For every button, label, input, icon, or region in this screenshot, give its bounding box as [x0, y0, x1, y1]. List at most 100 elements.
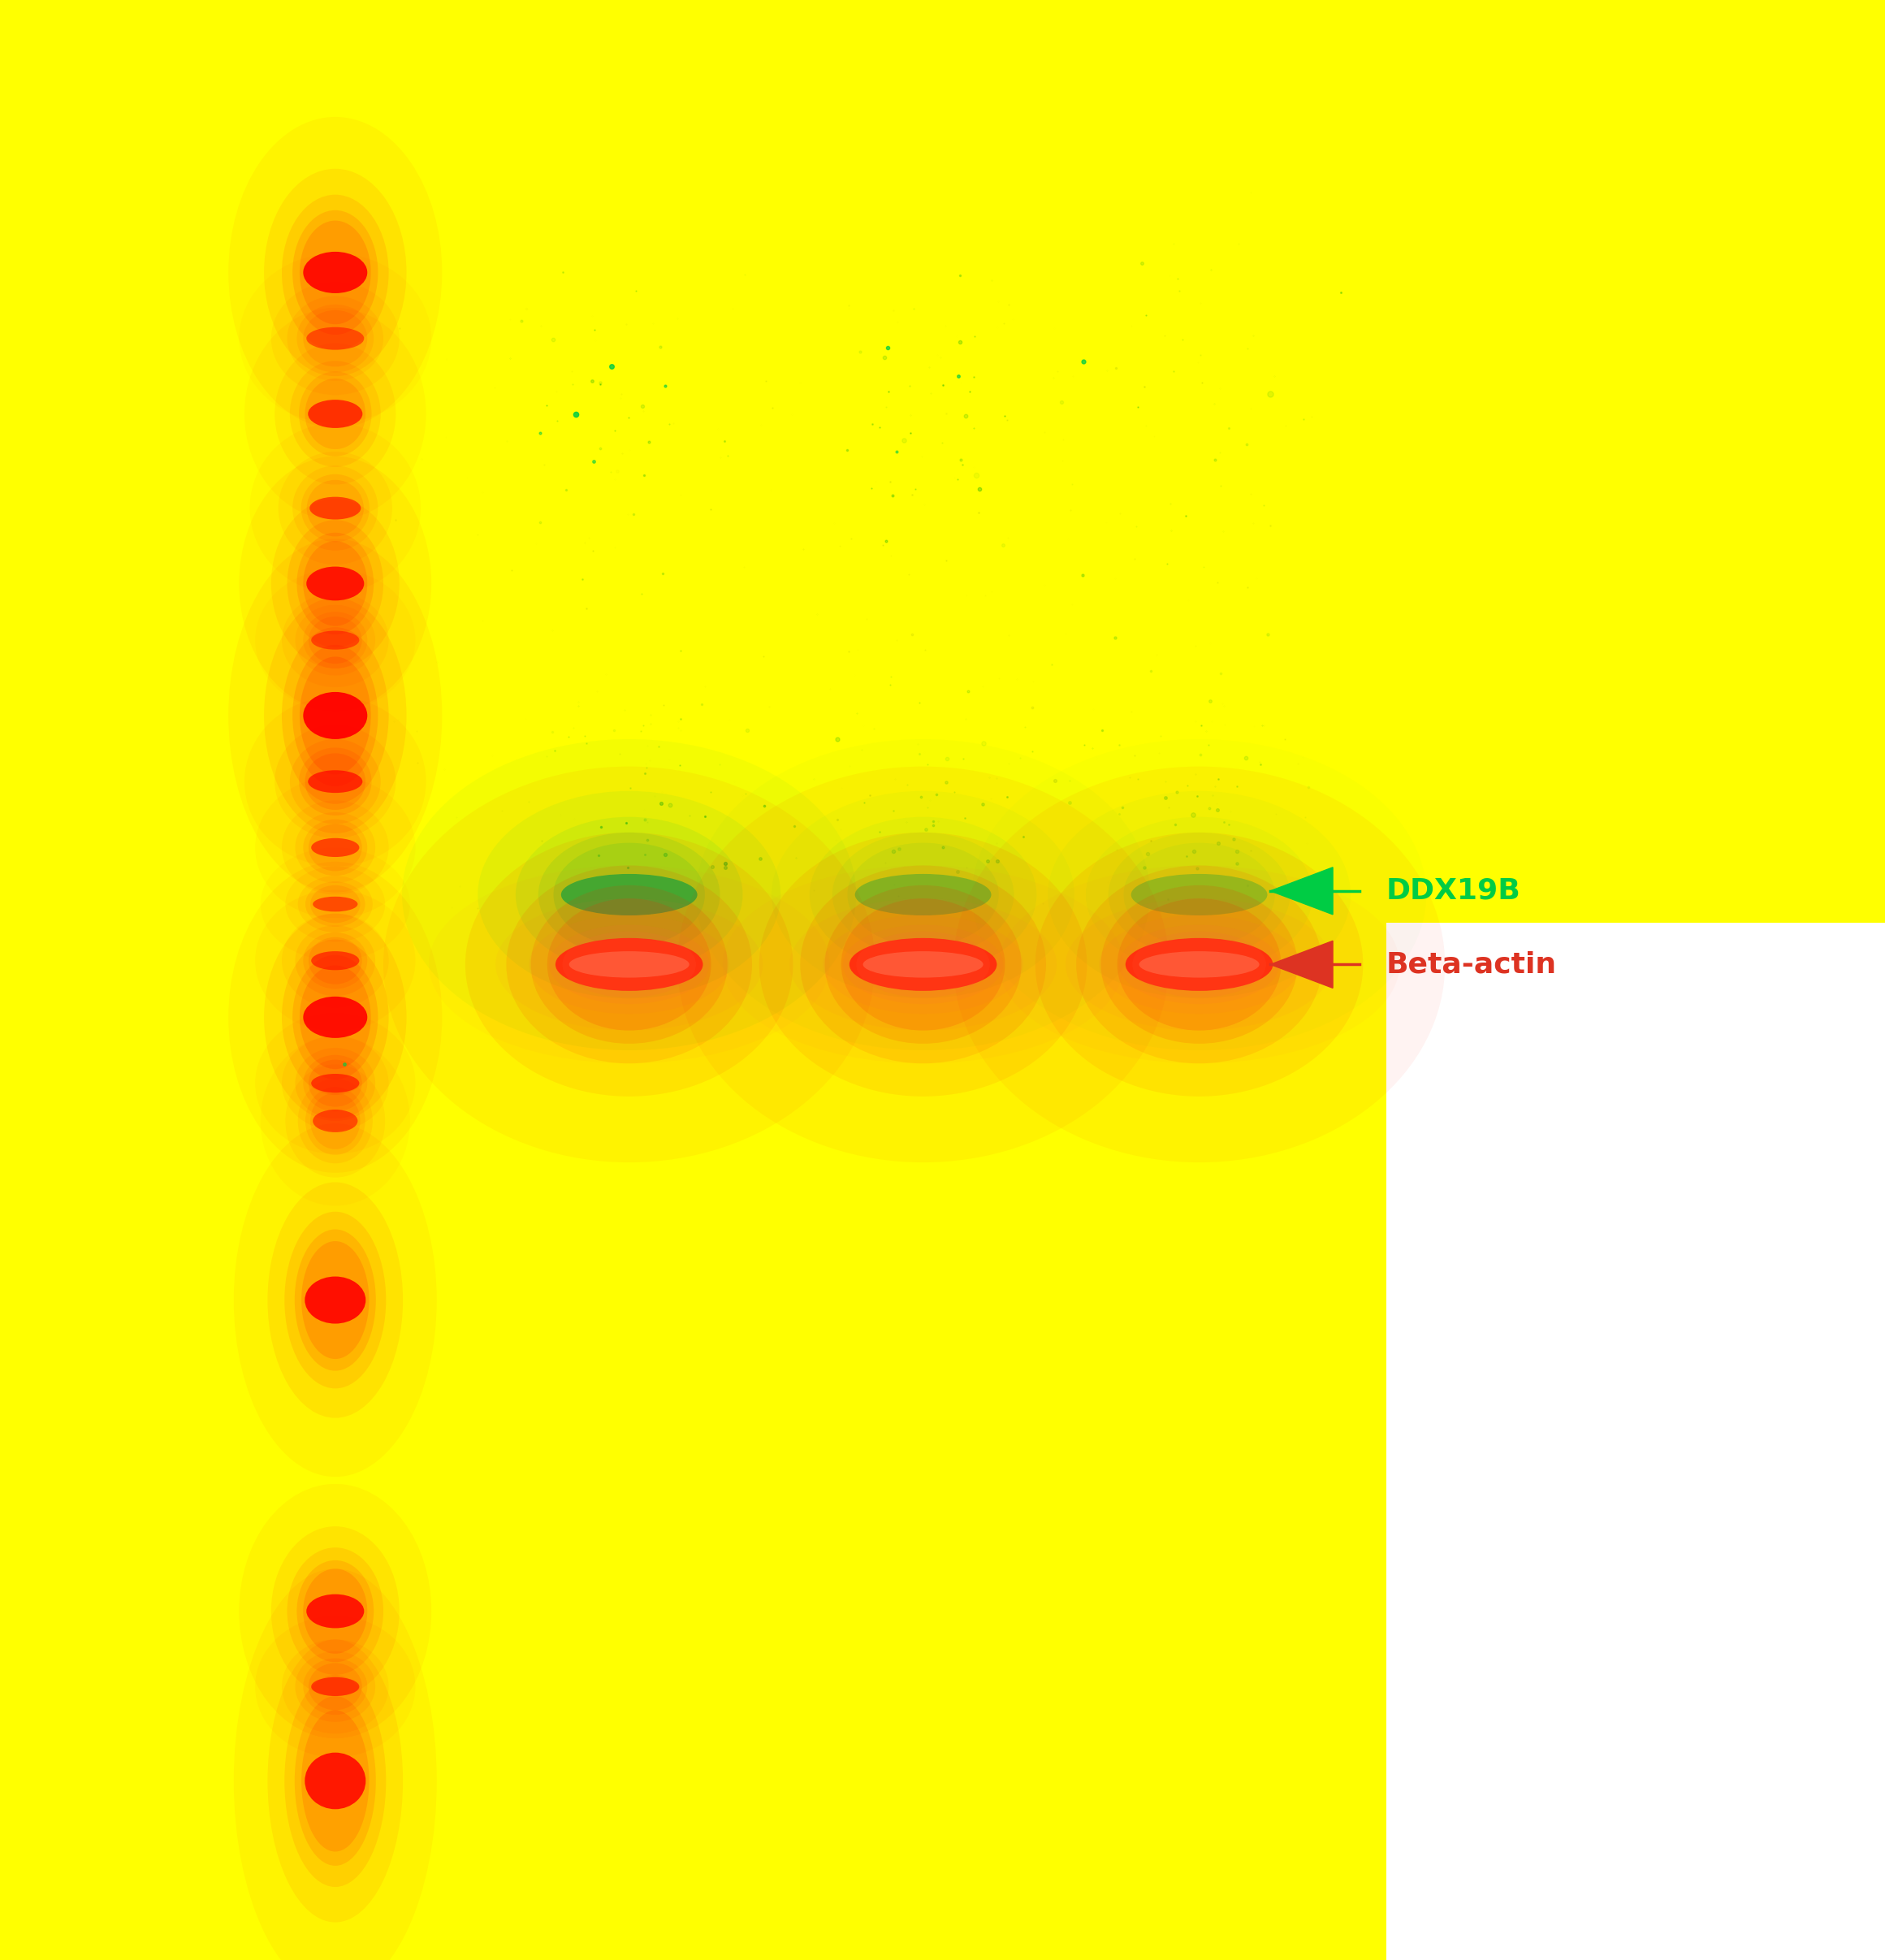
Ellipse shape — [863, 951, 984, 978]
Ellipse shape — [271, 498, 400, 668]
Ellipse shape — [1035, 833, 1363, 1096]
Text: Beta-actin: Beta-actin — [1385, 951, 1557, 978]
Ellipse shape — [307, 566, 364, 600]
Ellipse shape — [313, 1109, 358, 1133]
Ellipse shape — [856, 931, 990, 998]
Ellipse shape — [309, 1662, 362, 1711]
Ellipse shape — [292, 466, 379, 551]
Ellipse shape — [799, 866, 1046, 1064]
Ellipse shape — [313, 896, 358, 911]
Ellipse shape — [554, 843, 705, 947]
Ellipse shape — [1108, 833, 1289, 956]
Ellipse shape — [1065, 898, 1333, 1031]
Ellipse shape — [302, 474, 369, 543]
Ellipse shape — [264, 169, 407, 376]
Ellipse shape — [841, 898, 1005, 1031]
Ellipse shape — [311, 1074, 360, 1092]
Ellipse shape — [532, 886, 728, 1043]
Ellipse shape — [307, 327, 364, 349]
Ellipse shape — [562, 874, 697, 915]
Ellipse shape — [848, 843, 999, 947]
Ellipse shape — [300, 657, 371, 774]
Ellipse shape — [1101, 886, 1297, 1043]
Ellipse shape — [833, 833, 1014, 956]
Ellipse shape — [303, 612, 368, 668]
Ellipse shape — [303, 996, 368, 1039]
Ellipse shape — [296, 811, 375, 882]
Ellipse shape — [1123, 843, 1274, 947]
Ellipse shape — [569, 951, 690, 978]
Ellipse shape — [305, 882, 366, 927]
Bar — [1385, 923, 1885, 1960]
Ellipse shape — [790, 898, 1057, 1031]
Ellipse shape — [283, 939, 388, 1096]
Ellipse shape — [305, 1752, 366, 1809]
Ellipse shape — [268, 1182, 403, 1417]
Ellipse shape — [303, 310, 368, 367]
Ellipse shape — [309, 1060, 362, 1107]
Ellipse shape — [305, 753, 366, 809]
Ellipse shape — [760, 833, 1088, 1096]
Ellipse shape — [303, 692, 368, 739]
Ellipse shape — [556, 939, 703, 992]
Ellipse shape — [303, 541, 368, 625]
Ellipse shape — [303, 1658, 368, 1715]
Ellipse shape — [298, 876, 373, 933]
Ellipse shape — [549, 925, 709, 1004]
Ellipse shape — [850, 939, 997, 992]
Ellipse shape — [298, 1078, 373, 1164]
Ellipse shape — [290, 739, 381, 823]
FancyArrow shape — [1270, 868, 1359, 915]
Ellipse shape — [307, 770, 362, 794]
Ellipse shape — [275, 343, 396, 484]
Ellipse shape — [856, 874, 992, 915]
Ellipse shape — [275, 725, 396, 839]
Ellipse shape — [311, 1678, 360, 1695]
Ellipse shape — [1099, 915, 1299, 1013]
Ellipse shape — [285, 1674, 386, 1887]
Ellipse shape — [1133, 931, 1267, 998]
Ellipse shape — [307, 480, 364, 537]
Ellipse shape — [1120, 925, 1280, 1004]
Ellipse shape — [303, 1568, 368, 1654]
Ellipse shape — [296, 304, 373, 372]
Ellipse shape — [507, 866, 752, 1064]
Ellipse shape — [264, 913, 407, 1121]
Ellipse shape — [305, 1088, 366, 1154]
Ellipse shape — [283, 627, 388, 804]
Ellipse shape — [292, 955, 379, 1080]
Ellipse shape — [309, 617, 362, 664]
Ellipse shape — [300, 221, 371, 323]
Ellipse shape — [303, 933, 368, 990]
Ellipse shape — [268, 1639, 403, 1923]
Ellipse shape — [292, 645, 379, 786]
Ellipse shape — [539, 833, 720, 956]
Ellipse shape — [287, 519, 383, 647]
Ellipse shape — [311, 839, 360, 857]
Ellipse shape — [290, 361, 381, 466]
Ellipse shape — [307, 1593, 364, 1629]
Ellipse shape — [296, 1560, 373, 1662]
Ellipse shape — [300, 372, 371, 457]
Ellipse shape — [309, 937, 362, 984]
Ellipse shape — [302, 1241, 369, 1358]
Ellipse shape — [271, 1527, 400, 1695]
Ellipse shape — [530, 915, 729, 1013]
Ellipse shape — [287, 1548, 383, 1674]
Ellipse shape — [1125, 939, 1272, 992]
Ellipse shape — [307, 400, 362, 427]
Ellipse shape — [477, 792, 780, 998]
Ellipse shape — [824, 915, 1024, 1013]
Ellipse shape — [294, 1695, 375, 1866]
Ellipse shape — [296, 533, 373, 635]
Ellipse shape — [1118, 898, 1282, 1031]
Ellipse shape — [843, 925, 1003, 1004]
Ellipse shape — [562, 931, 696, 998]
Ellipse shape — [292, 210, 379, 335]
Ellipse shape — [283, 194, 388, 351]
Ellipse shape — [296, 1650, 375, 1723]
Ellipse shape — [1131, 874, 1267, 915]
Ellipse shape — [300, 966, 371, 1068]
Ellipse shape — [311, 631, 360, 649]
Ellipse shape — [294, 1229, 375, 1370]
